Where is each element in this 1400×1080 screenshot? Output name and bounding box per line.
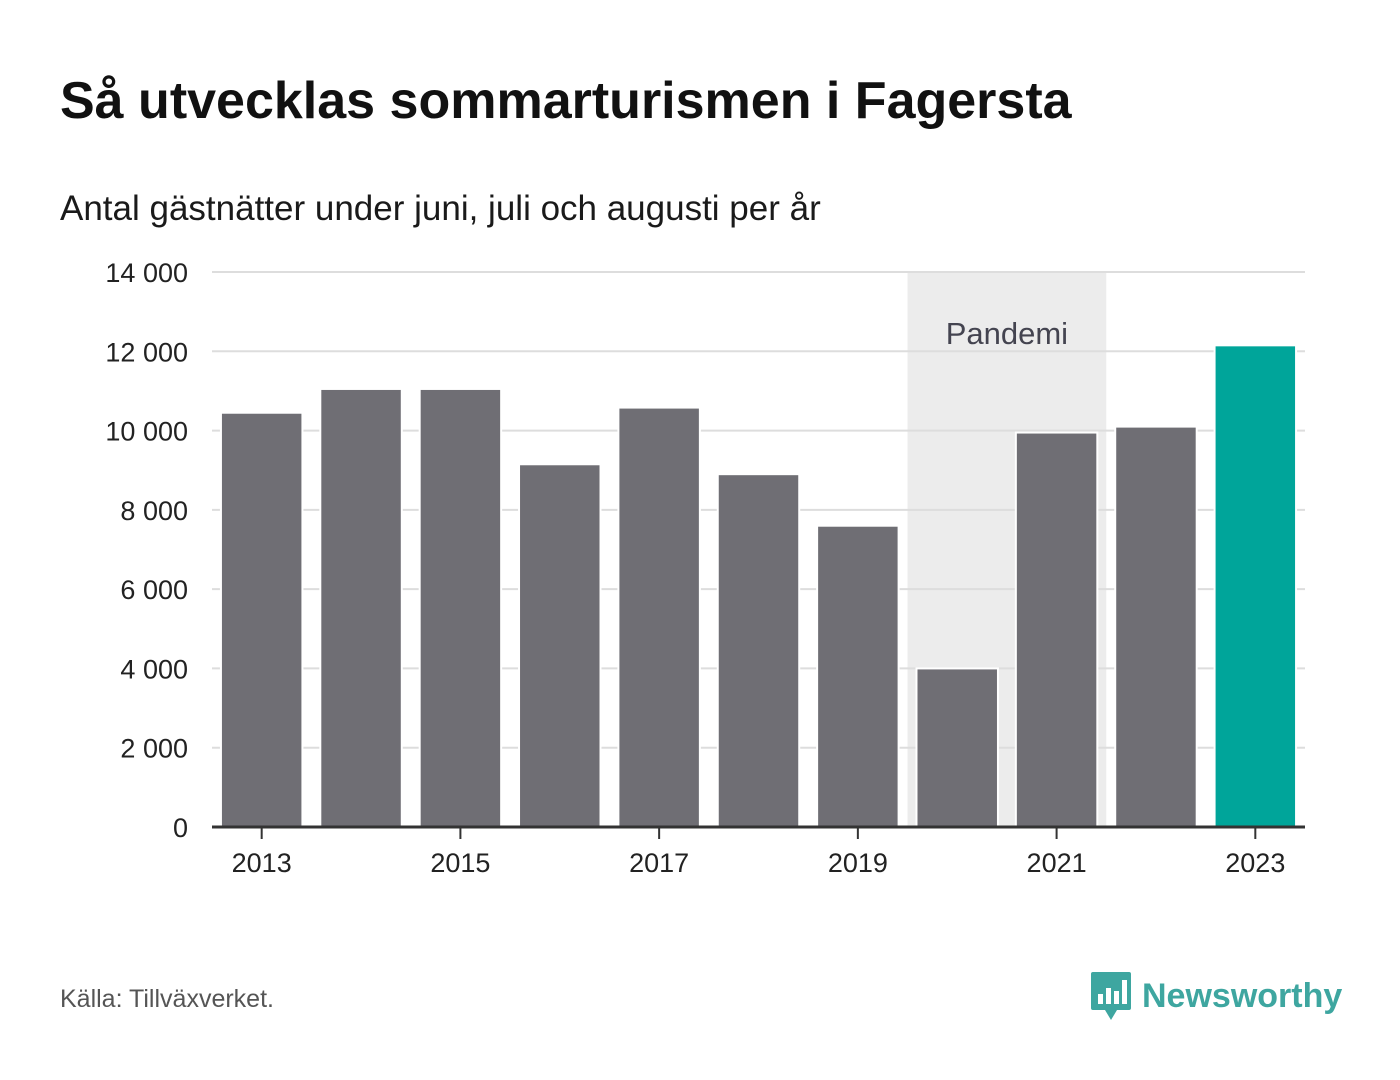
brand-name: Newsworthy xyxy=(1142,976,1343,1015)
chart-title: Så utvecklas sommarturismen i Fagersta xyxy=(60,72,1072,130)
axes xyxy=(212,825,1305,839)
y-tick-label: 6 000 xyxy=(120,575,188,605)
y-tick-label: 8 000 xyxy=(120,496,188,526)
bar-chart: Pandemi 0 2 000 4 000 6 000 8 000 10 000 12 00… xyxy=(105,258,1305,878)
x-tick-label: 2021 xyxy=(1027,848,1087,878)
chart-subtitle: Antal gästnätter under juni, juli och au… xyxy=(60,189,821,228)
bar-2019 xyxy=(816,524,900,828)
bar-2020 xyxy=(915,667,999,828)
y-tick-label: 12 000 xyxy=(105,337,188,367)
y-tick-label: 4 000 xyxy=(120,654,188,684)
x-tick-label: 2019 xyxy=(828,848,888,878)
y-tick-label: 0 xyxy=(173,813,188,843)
bar-2023 xyxy=(1213,344,1298,828)
bars xyxy=(219,344,1298,829)
pandemic-label: Pandemi xyxy=(946,316,1068,351)
bar-2013 xyxy=(219,411,304,828)
bar-chart-speech-bubble-icon xyxy=(1091,972,1131,1020)
bar-2017 xyxy=(617,406,701,828)
source-note: Källa: Tillväxverket. xyxy=(60,985,274,1013)
bar-2014 xyxy=(319,387,403,828)
bar-2021 xyxy=(1014,431,1099,829)
x-tick-label: 2023 xyxy=(1225,848,1285,878)
bar-2016 xyxy=(518,463,602,828)
y-tick-label: 2 000 xyxy=(120,734,188,764)
bar-2015 xyxy=(418,387,503,828)
tick-labels: 0 2 000 4 000 6 000 8 000 10 000 12 000 14 000 2… xyxy=(105,258,1285,878)
brand-logo: Newsworthy xyxy=(1090,970,1342,1022)
y-tick-label: 10 000 xyxy=(105,417,188,447)
x-tick-label: 2013 xyxy=(232,848,292,878)
x-tick-label: 2015 xyxy=(430,848,490,878)
bar-2018 xyxy=(716,473,801,829)
x-tick-label: 2017 xyxy=(629,848,689,878)
bar-2022 xyxy=(1114,425,1198,828)
y-tick-label: 14 000 xyxy=(105,258,188,288)
